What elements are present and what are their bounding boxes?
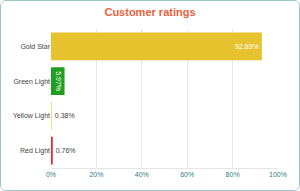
svg-text:5.97%: 5.97% — [55, 71, 62, 91]
svg-text:Yellow Light: Yellow Light — [13, 112, 50, 120]
svg-text:Red Light: Red Light — [20, 147, 50, 155]
svg-text:Green Light: Green Light — [13, 78, 50, 86]
svg-text:80%: 80% — [226, 171, 240, 178]
svg-text:40%: 40% — [135, 171, 149, 178]
svg-text:92.89%: 92.89% — [235, 43, 259, 50]
svg-text:Customer ratings: Customer ratings — [104, 6, 195, 18]
svg-text:0%: 0% — [46, 171, 56, 178]
svg-text:60%: 60% — [180, 171, 194, 178]
svg-text:Gold Star: Gold Star — [20, 43, 50, 50]
svg-text:0.76%: 0.76% — [56, 147, 76, 154]
svg-text:0.38%: 0.38% — [55, 112, 75, 119]
svg-text:100%: 100% — [269, 171, 287, 178]
svg-text:20%: 20% — [89, 171, 103, 178]
